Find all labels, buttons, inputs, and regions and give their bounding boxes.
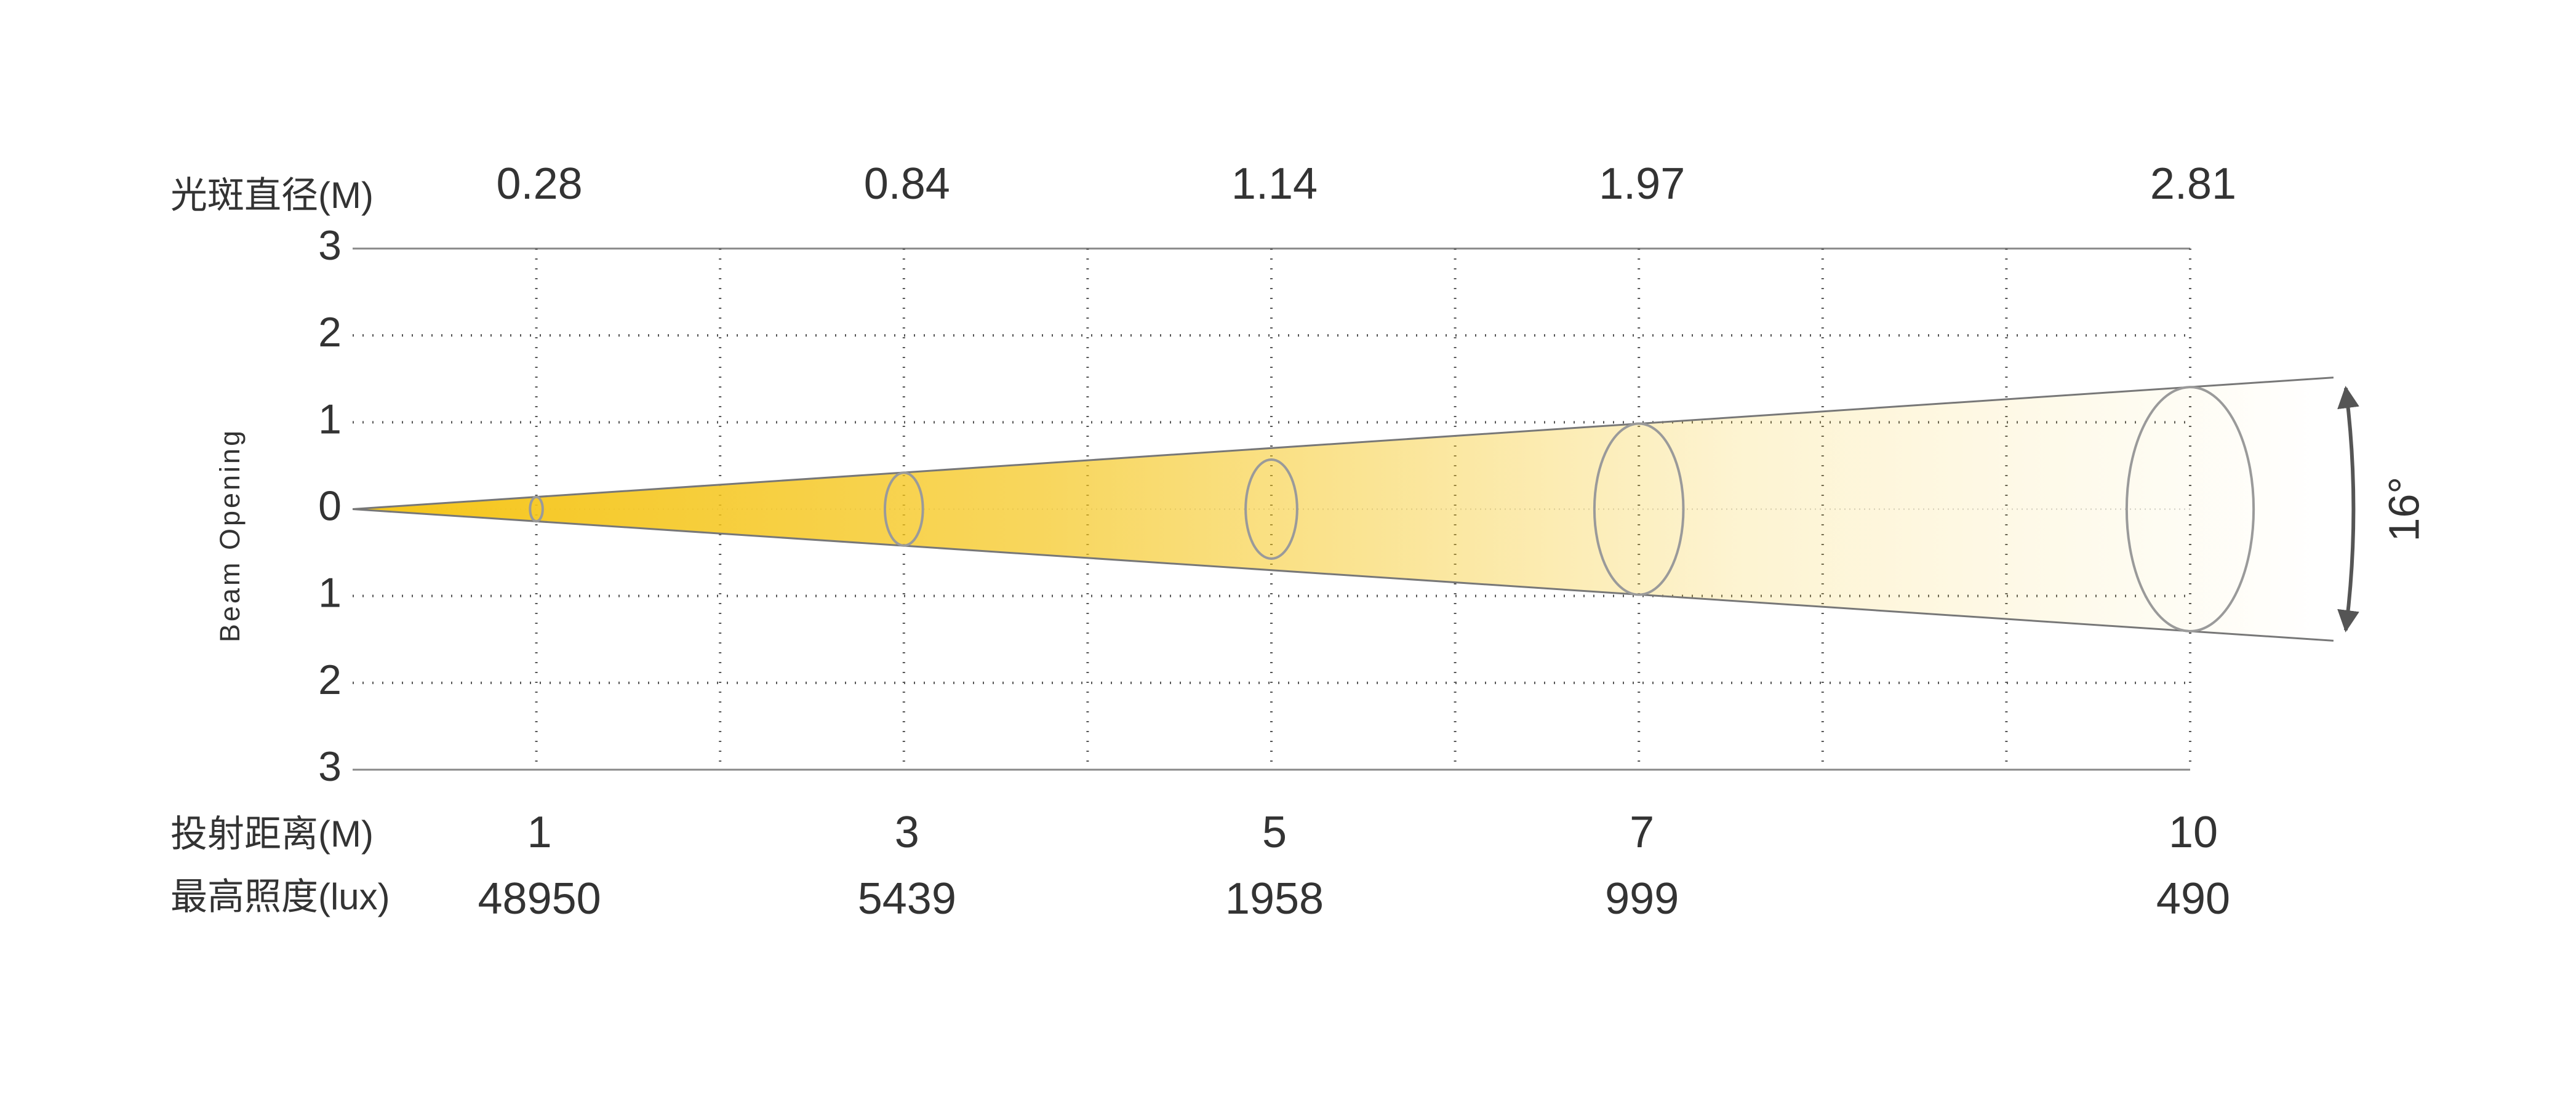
lux-label: 48950 xyxy=(478,874,601,923)
distance-label: 1 xyxy=(527,808,552,857)
y-tick-label: 2 xyxy=(318,656,342,703)
y-tick-label: 3 xyxy=(318,222,342,269)
row-label: 光斑直径(M) xyxy=(170,175,374,216)
beam-edge xyxy=(352,377,2334,510)
y-tick-label: 1 xyxy=(318,570,342,616)
diameter-label: 1.14 xyxy=(1231,159,1318,209)
beam-edge xyxy=(352,508,2334,642)
y-tick-label: 3 xyxy=(318,743,342,790)
distance-label: 10 xyxy=(2169,808,2218,857)
angle-arrow xyxy=(2337,386,2359,632)
y-tick-label: 2 xyxy=(318,309,342,356)
beam-spot xyxy=(2125,386,2255,632)
beam-spot xyxy=(883,471,924,547)
distance-label: 3 xyxy=(895,808,919,857)
y-tick-label: 1 xyxy=(318,396,342,442)
beam-spot xyxy=(1244,458,1298,560)
diameter-label: 0.28 xyxy=(497,159,583,209)
lux-label: 999 xyxy=(1605,874,1679,923)
angle-label: 16° xyxy=(2380,477,2428,542)
lux-label: 1958 xyxy=(1225,874,1324,923)
beam-spot xyxy=(529,495,544,523)
diameter-label: 0.84 xyxy=(864,159,950,209)
row-label: 最高照度(lux) xyxy=(170,876,390,917)
row-label: 投射距离(M) xyxy=(170,813,374,855)
lux-label: 5439 xyxy=(858,874,956,923)
y-axis-label: Beam Opening xyxy=(214,428,246,642)
beam-cone xyxy=(353,377,2334,641)
distance-label: 5 xyxy=(1262,808,1287,857)
diameter-label: 1.97 xyxy=(1599,159,1685,209)
beam-spot xyxy=(1593,422,1685,596)
y-tick-label: 0 xyxy=(318,482,342,529)
distance-label: 7 xyxy=(1630,808,1654,857)
diameter-label: 2.81 xyxy=(2150,159,2236,209)
lux-label: 490 xyxy=(2156,874,2230,923)
